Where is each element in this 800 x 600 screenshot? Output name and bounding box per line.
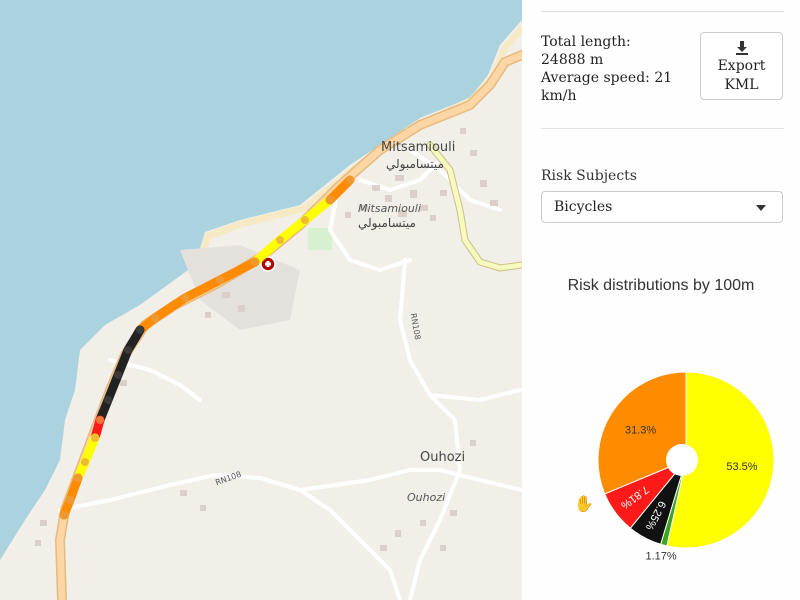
place-label-ouhozi-italic: Ouhozi xyxy=(407,491,446,504)
track-point xyxy=(276,236,284,244)
track-point xyxy=(346,176,354,184)
place-label-mitsamiouli: Mitsamiouli xyxy=(381,140,456,155)
pie-label-orange: 31.3% xyxy=(625,425,656,437)
export-kml-button[interactable]: Export KML xyxy=(700,32,783,100)
track-point xyxy=(326,196,334,204)
map-view[interactable]: Mitsamiouli ميتسامبولي Mitsamiouli ميتسا… xyxy=(0,0,522,600)
pie-center-hole xyxy=(666,444,698,476)
panel-top-divider xyxy=(541,11,784,12)
track-point xyxy=(60,511,68,519)
track-point xyxy=(66,496,74,504)
risk-track xyxy=(59,175,355,520)
building-footprints xyxy=(35,128,498,551)
park-patch xyxy=(308,228,332,250)
track-point xyxy=(216,276,224,284)
risk-subject-select[interactable]: Bicycles xyxy=(541,191,783,223)
track-point xyxy=(124,346,132,354)
track-segment xyxy=(325,175,355,205)
risk-subject-select-value: Bicycles xyxy=(554,199,613,215)
risk-subjects-label: Risk Subjects xyxy=(541,168,637,184)
total-length-label: Total length: xyxy=(541,34,631,50)
pie-slice-orange xyxy=(597,371,687,495)
chart-title: Risk distributions by 100m xyxy=(567,277,755,294)
track-point xyxy=(74,474,82,482)
track-point xyxy=(151,314,159,322)
track-point xyxy=(136,326,144,334)
track-point xyxy=(104,396,112,404)
place-label-mitsamiouli-italic-arabic: ميتسامبولي xyxy=(358,216,416,230)
pie-label-green: 1.17% xyxy=(645,550,676,560)
place-label-mitsamiouli-arabic: ميتسامبولي xyxy=(386,157,444,171)
export-button-line1: Export xyxy=(717,58,766,74)
sea-area xyxy=(0,0,522,560)
total-length-value: 24888 m xyxy=(541,52,604,68)
average-speed-unit: km/h xyxy=(541,88,577,104)
map-canvas[interactable] xyxy=(0,0,522,600)
export-button-line2: KML xyxy=(724,77,759,93)
track-point xyxy=(251,258,259,266)
download-icon xyxy=(735,41,748,55)
hospital-icon xyxy=(260,256,276,272)
panel-divider xyxy=(541,128,784,129)
route-stats: Total length: 24888 m Average speed: 21 … xyxy=(541,33,691,105)
track-point xyxy=(96,416,104,424)
chevron-down-icon xyxy=(756,205,766,211)
track-point xyxy=(91,434,99,442)
track-point xyxy=(81,458,89,466)
hand-cursor-icon: ✋ xyxy=(574,494,594,513)
pie-label-yellow: 53.5% xyxy=(726,461,757,473)
place-label-ouhozi: Ouhozi xyxy=(420,450,466,465)
average-speed-label: Average speed: 21 xyxy=(541,70,673,86)
place-label-mitsamiouli-italic: Mitsamiouli xyxy=(358,202,421,215)
track-segment xyxy=(250,195,335,267)
risk-pie-chart: 53.5%1.17%6.25%7.81%31.3% xyxy=(597,371,775,560)
track-point xyxy=(301,216,309,224)
secondary-road-inner xyxy=(427,142,522,271)
pie-slice-yellow xyxy=(666,371,775,549)
track-point xyxy=(114,371,122,379)
track-point xyxy=(181,294,189,302)
